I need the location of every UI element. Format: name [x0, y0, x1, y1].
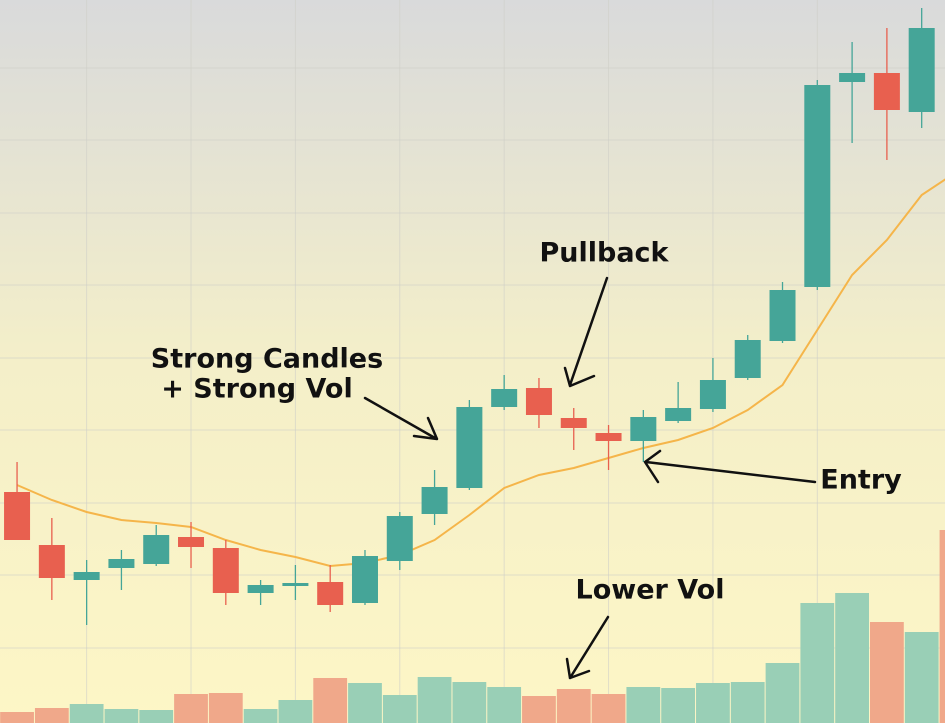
moving-average [16, 178, 945, 568]
annotation: Pullback [539, 238, 669, 269]
candle-body [212, 548, 239, 593]
volume-bar [765, 663, 800, 723]
candle-body [560, 418, 587, 428]
candle-body [4, 492, 31, 540]
candle-body [73, 572, 100, 580]
candle-body [525, 388, 552, 415]
volume-bar [869, 622, 904, 723]
volume-bar [417, 677, 452, 723]
volume-bar [591, 694, 626, 723]
candle-body [769, 290, 796, 341]
candle-body [38, 545, 65, 578]
candle-body [351, 556, 378, 603]
arrows [363, 276, 817, 680]
volume-bar [452, 682, 487, 723]
volume-bar [661, 688, 696, 723]
arrow [643, 449, 817, 484]
volume-bar [34, 708, 69, 723]
candle-body [908, 28, 935, 112]
candles [4, 8, 935, 625]
candle-body [595, 433, 622, 441]
candle-body [630, 417, 657, 441]
volume-bar [69, 704, 104, 723]
candle-body [282, 583, 309, 586]
arrow [563, 276, 609, 388]
candle-body [734, 340, 761, 378]
volume-bar [835, 593, 869, 723]
volume-bar [0, 712, 34, 723]
candle-body [839, 73, 866, 82]
volume-bar [243, 709, 278, 723]
volume-bar [104, 709, 139, 723]
candle-body [456, 407, 483, 488]
candle-body [143, 535, 170, 564]
volume-bar [522, 696, 556, 723]
volume-bar [939, 530, 945, 723]
candle-body [699, 380, 726, 409]
candle-body [108, 559, 135, 568]
candle-body [317, 582, 344, 605]
volume-bar [382, 695, 417, 723]
ma-line [16, 178, 945, 568]
volume-bar [487, 687, 522, 723]
candle-body [178, 537, 205, 547]
annotation: Entry [820, 465, 902, 496]
volume-bar [139, 710, 174, 723]
annotation: + Strong Vol [161, 374, 352, 405]
candle-body [804, 85, 831, 287]
volume-bar [208, 693, 243, 723]
volume-bar [696, 683, 730, 723]
candle-body [491, 389, 518, 407]
arrow [565, 615, 610, 680]
volume-bar [626, 687, 661, 723]
candle-body [247, 585, 274, 593]
candle-body [873, 73, 900, 110]
volume-bar [730, 682, 765, 723]
candle-body [421, 487, 448, 514]
volume-bar [313, 678, 348, 723]
volume-bar [800, 603, 835, 723]
volume-bar [174, 694, 208, 723]
volume [0, 530, 945, 723]
arrow [363, 396, 439, 441]
candle-body [665, 408, 692, 421]
volume-bar [904, 632, 939, 723]
volume-bar [556, 689, 591, 723]
volume-bar [278, 700, 313, 723]
annotation: Lower Vol [576, 575, 725, 606]
annotations: Pullback Strong Candles + Strong Vol Ent… [151, 238, 902, 606]
annotation: Strong Candles [151, 344, 383, 375]
volume-bar [348, 683, 382, 723]
candle-body [386, 516, 413, 561]
